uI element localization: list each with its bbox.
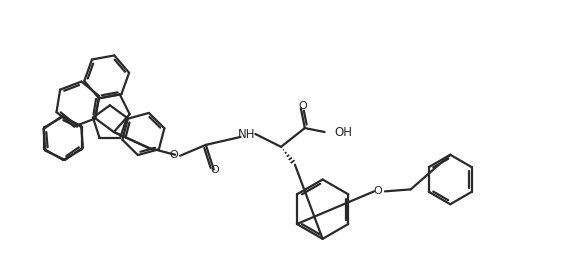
Text: O: O: [170, 150, 179, 160]
Text: O: O: [374, 186, 382, 196]
Text: O: O: [299, 101, 307, 111]
Text: OH: OH: [335, 125, 352, 139]
Text: NH: NH: [238, 129, 255, 142]
Text: O: O: [210, 164, 219, 175]
